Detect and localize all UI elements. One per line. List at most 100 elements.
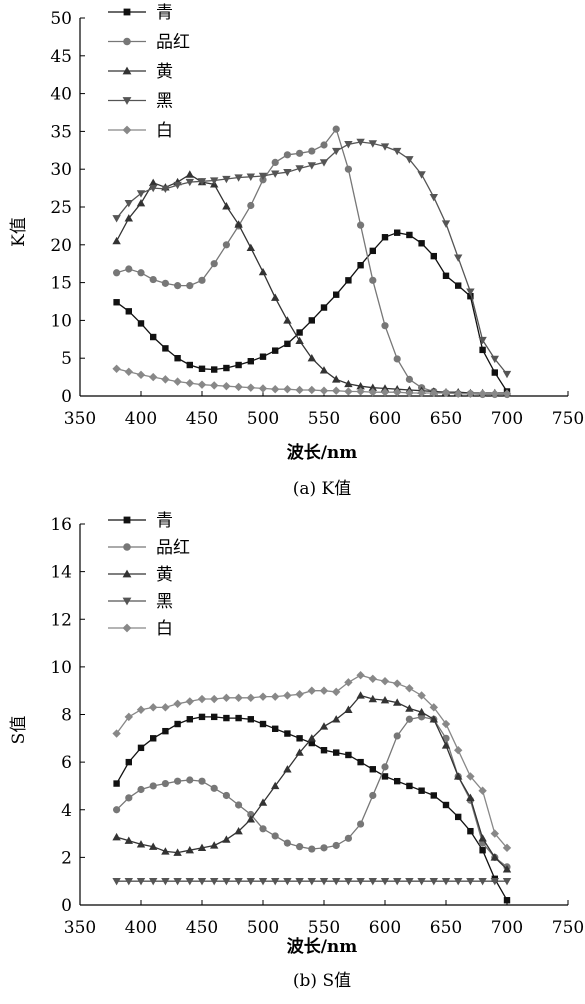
y-tick-label: 30 [50,160,72,180]
data-point [149,372,158,382]
data-point [429,715,438,723]
data-point [466,877,475,886]
data-point [356,381,365,390]
data-point [222,835,231,843]
y-tick-label: 6 [61,753,72,773]
legend-marker [122,597,132,606]
data-point [344,877,353,886]
data-point [186,776,194,784]
data-point [295,748,304,756]
data-point [246,877,255,886]
caption: (a) K值 [293,479,352,499]
data-point [161,877,170,886]
legend-marker [123,516,131,524]
data-point [197,694,207,704]
y-tick-label: 10 [50,658,72,678]
data-point [344,705,353,713]
data-point [125,794,133,802]
data-point [234,174,243,182]
data-point [149,178,158,187]
data-point [381,773,389,780]
data-point [466,288,475,296]
x-tick-label: 750 [552,409,584,429]
data-point [417,691,426,700]
x-tick-label: 500 [247,409,279,429]
data-point [380,696,390,704]
data-point [503,897,511,904]
data-point [357,820,365,828]
series-黄 [112,170,512,397]
data-point [319,686,329,695]
data-point [271,877,280,886]
data-point [344,387,353,396]
data-point [307,162,316,170]
y-tick-label: 5 [61,349,72,369]
data-point [234,693,243,703]
data-point [295,385,304,395]
data-point [185,170,194,178]
legend-marker [123,37,131,46]
data-point [137,744,145,752]
data-point [113,299,120,306]
data-point [356,138,365,147]
series-白 [112,671,512,853]
data-point [271,384,280,394]
data-point [455,813,462,821]
chart-s: 0 2 4 6 8 10 12 14 16 350 400 450 500 550 600 650 700 750… [9,511,584,991]
data-point [320,304,328,311]
data-point [223,364,230,372]
data-point [173,377,182,386]
data-point [368,388,377,397]
series-黑 [112,877,512,886]
x-tick-label: 700 [491,409,523,429]
data-point [150,735,157,742]
data-point [344,834,352,842]
data-point [283,151,291,159]
caption: (b) S值 [293,971,351,991]
data-point [210,177,219,185]
data-point [271,692,280,701]
data-point [490,355,499,364]
data-point [259,720,267,728]
data-point [319,877,329,886]
data-point [162,345,169,352]
data-point [124,712,133,722]
y-tick-label: 15 [50,274,72,294]
data-point [381,322,389,330]
data-point [332,715,341,723]
data-point [222,202,231,210]
data-point [320,141,328,149]
data-point [283,691,292,700]
y-tick-label: 12 [50,610,72,630]
data-point [174,777,182,785]
data-point [332,386,341,395]
data-point [491,369,498,376]
data-point [308,845,316,853]
legend-label: 黑 [156,92,173,112]
data-point [149,703,158,712]
x-tick-label: 450 [186,918,218,938]
data-point [222,241,230,249]
data-point [296,735,303,742]
x-tick-label: 650 [430,409,462,429]
data-point [296,329,303,336]
data-point [271,170,280,178]
data-point [394,777,401,785]
data-point [332,841,340,850]
data-point [429,703,438,712]
data-point [454,772,463,780]
data-point [381,234,389,241]
data-point [307,385,316,395]
data-point [210,381,219,390]
legend-label: 黄 [156,62,173,82]
y-tick-label: 8 [61,706,72,726]
data-point [332,147,341,156]
x-tick-label: 600 [369,409,401,429]
data-point [368,383,377,391]
data-point [442,801,450,809]
data-point [185,378,194,388]
data-point [149,842,158,850]
data-point [161,847,170,855]
series-白 [112,364,512,398]
